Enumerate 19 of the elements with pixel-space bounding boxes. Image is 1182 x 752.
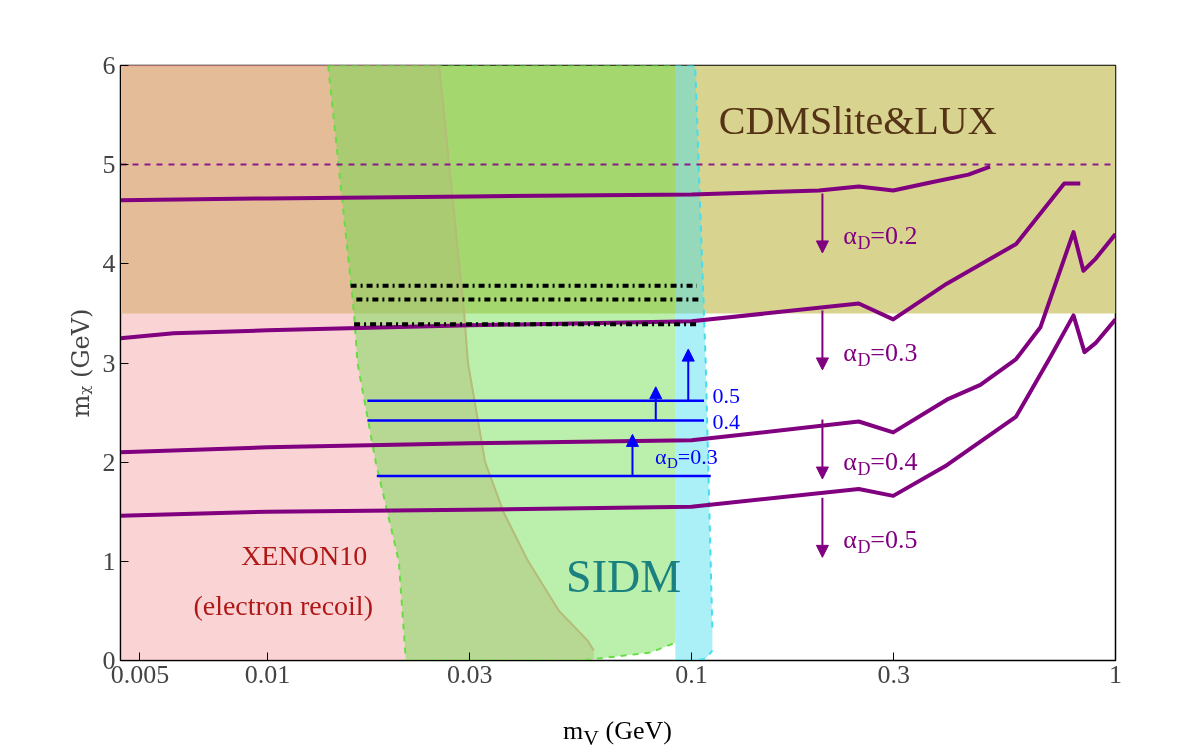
annotation: (electron recoil) <box>193 590 373 622</box>
x-tick-label: 1 <box>1109 659 1122 689</box>
annotation: SIDM <box>566 550 682 602</box>
y-tick-label: 6 <box>102 51 116 80</box>
x-axis-title: m$_{V}$ (GeV) <box>563 715 672 752</box>
y-tick-label: 1 <box>102 546 116 576</box>
x-tick-label: 0.1 <box>675 659 708 689</box>
y-tick-label: 4 <box>102 249 116 279</box>
band-label: CDMSlite&LUX <box>718 97 997 143</box>
y-tick-label: 2 <box>102 447 116 477</box>
x-tick-label: 0.01 <box>244 659 291 689</box>
x-tick-label: 0.03 <box>447 659 493 689</box>
y-tick-label: 5 <box>102 150 116 180</box>
annotation: 0.5 <box>712 382 740 408</box>
annotation: 0.4 <box>712 408 740 434</box>
x-tick-label: 0.3 <box>877 659 911 689</box>
annotation: XENON10 <box>241 539 368 571</box>
y-axis-title: mᵪ (GeV) <box>66 308 95 418</box>
y-tick-label: 3 <box>102 348 116 378</box>
